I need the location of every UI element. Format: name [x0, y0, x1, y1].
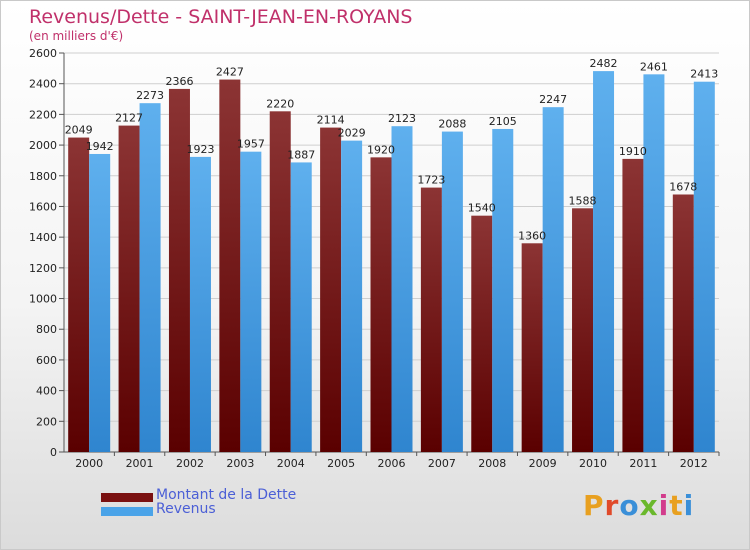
y-tick-label: 0: [50, 446, 57, 459]
y-tick-label: 1000: [29, 293, 57, 306]
y-tick-label: 1800: [29, 170, 57, 183]
bar-dette: [320, 127, 342, 452]
y-tick-label: 2000: [29, 139, 57, 152]
data-label: 1923: [186, 143, 214, 156]
data-label: 2273: [136, 89, 164, 102]
data-label: 2247: [539, 93, 567, 106]
logo-letter: i: [683, 489, 695, 522]
data-label: 2029: [338, 127, 366, 140]
logo-letter: o: [619, 489, 640, 522]
data-label: 1723: [417, 174, 445, 187]
bar-revenus: [391, 126, 413, 452]
logo-letter: x: [639, 489, 659, 522]
data-label: 1942: [86, 140, 114, 153]
y-tick-label: 400: [36, 385, 57, 398]
x-tick-label: 2011: [629, 457, 657, 470]
data-label: 1910: [619, 145, 647, 158]
data-label: 2366: [165, 75, 193, 88]
legend-swatch-dette: [101, 493, 153, 502]
bar-revenus: [89, 153, 111, 452]
x-tick-label: 2001: [126, 457, 154, 470]
y-tick-label: 600: [36, 354, 57, 367]
data-label: 2127: [115, 112, 143, 125]
y-tick-label: 200: [36, 415, 57, 428]
bar-dette: [168, 88, 190, 452]
bar-dette: [370, 157, 392, 452]
bar-dette: [118, 125, 140, 452]
y-tick-label: 1400: [29, 231, 57, 244]
bar-revenus: [139, 103, 161, 453]
data-label: 1920: [367, 143, 395, 156]
y-tick-label: 1200: [29, 262, 57, 275]
bar-dette: [219, 79, 241, 453]
x-tick-label: 2000: [75, 457, 103, 470]
x-tick-label: 2006: [378, 457, 406, 470]
bar-revenus: [643, 74, 665, 453]
bar-dette: [269, 111, 291, 453]
bar-revenus: [593, 71, 615, 452]
x-tick-label: 2007: [428, 457, 456, 470]
bar-dette: [68, 137, 90, 452]
bar-revenus: [492, 128, 514, 452]
data-label: 2220: [266, 97, 294, 110]
data-label: 1887: [287, 148, 315, 161]
bar-revenus: [189, 156, 211, 452]
chart-title: Revenus/Dette - SAINT-JEAN-EN-ROYANS: [29, 6, 413, 28]
data-label: 2088: [438, 118, 466, 131]
bar-revenus: [240, 151, 262, 452]
proxiti-logo: Proxiti: [583, 489, 694, 522]
data-label: 2482: [590, 57, 618, 70]
y-tick-label: 800: [36, 323, 57, 336]
logo-letter: t: [669, 489, 684, 522]
logo-letter: r: [604, 489, 620, 522]
y-tick-label: 2400: [29, 78, 57, 91]
y-tick-label: 1600: [29, 200, 57, 213]
chart-subtitle: (en milliers d'€): [29, 29, 124, 43]
y-tick-label: 2600: [29, 47, 57, 60]
x-tick-label: 2009: [529, 457, 557, 470]
data-label: 2427: [216, 66, 244, 79]
x-tick-label: 2005: [327, 457, 355, 470]
legend-label-dette: Montant de la Dette: [156, 487, 297, 503]
y-tick-label: 2200: [29, 108, 57, 121]
logo-letter: i: [658, 489, 670, 522]
data-label: 1540: [468, 202, 496, 215]
x-tick-label: 2002: [176, 457, 204, 470]
bar-dette: [420, 187, 442, 453]
data-label: 2123: [388, 112, 416, 125]
data-label: 2105: [489, 115, 517, 128]
data-label: 1360: [518, 229, 546, 242]
data-label: 2114: [317, 114, 345, 127]
data-label: 2413: [690, 68, 718, 81]
x-tick-label: 2010: [579, 457, 607, 470]
data-label: 1678: [669, 180, 697, 193]
bar-dette: [572, 208, 594, 452]
x-tick-label: 2004: [277, 457, 305, 470]
data-label: 2461: [640, 60, 668, 73]
bar-dette: [672, 194, 694, 453]
data-label: 2049: [65, 124, 93, 137]
data-label: 1957: [237, 138, 265, 151]
data-label: 1588: [569, 194, 597, 207]
legend-swatch-revenus: [101, 507, 153, 516]
x-tick-label: 2008: [478, 457, 506, 470]
bar-revenus: [441, 131, 463, 452]
bar-revenus: [542, 107, 564, 452]
logo-letter: P: [583, 489, 605, 522]
legend-label-revenus: Revenus: [156, 501, 216, 517]
x-tick-label: 2012: [680, 457, 708, 470]
x-tick-label: 2003: [226, 457, 254, 470]
bar-revenus: [693, 81, 715, 452]
bar-dette: [622, 158, 644, 452]
bar-dette: [521, 243, 543, 452]
bar-revenus: [290, 162, 312, 452]
bar-dette: [471, 215, 493, 452]
bar-revenus: [341, 140, 363, 453]
